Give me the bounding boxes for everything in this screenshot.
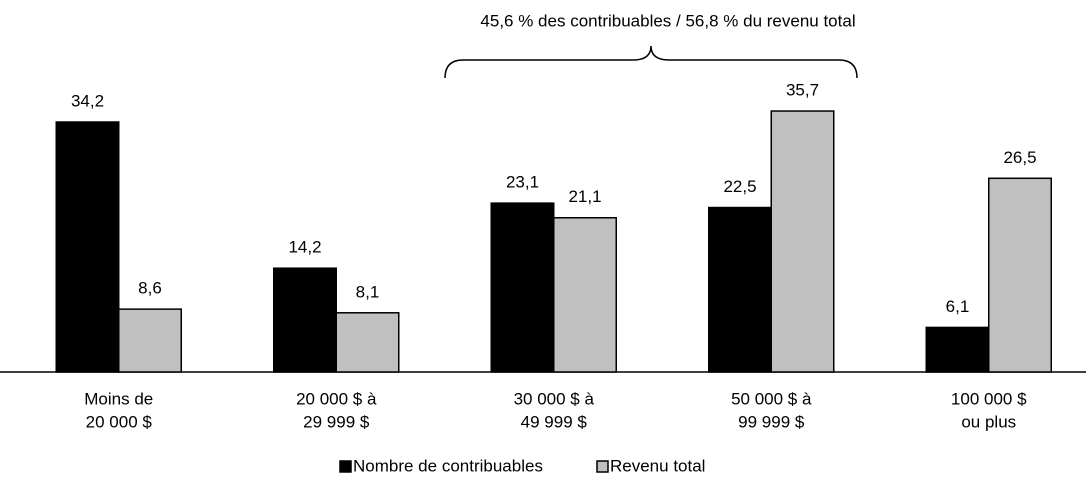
- x-tick-label: Moins de: [84, 389, 153, 408]
- legend-label: Revenu total: [610, 456, 705, 475]
- value-label: 8,6: [138, 279, 162, 298]
- value-label: 6,1: [946, 297, 970, 316]
- x-tick-label: 49 999 $: [521, 412, 588, 431]
- bar: [55, 121, 120, 373]
- value-label: 26,5: [1003, 148, 1036, 167]
- bar: [490, 202, 555, 373]
- bar: [770, 110, 835, 373]
- bar: [988, 177, 1052, 373]
- value-label: 34,2: [71, 91, 104, 110]
- brace: [444, 45, 858, 79]
- value-label: 35,7: [786, 81, 819, 100]
- x-tick-label: 20 000 $ à: [296, 389, 377, 408]
- x-tick-label: 100 000 $: [951, 389, 1027, 408]
- legend-swatch: [339, 460, 352, 473]
- value-label: 22,5: [723, 177, 756, 196]
- legend-swatch: [596, 460, 609, 473]
- x-tick-label: ou plus: [961, 412, 1016, 431]
- x-tick-label: 50 000 $ à: [731, 389, 812, 408]
- value-label: 8,1: [356, 282, 380, 301]
- value-label: 23,1: [506, 173, 539, 192]
- value-label: 21,1: [568, 187, 601, 206]
- x-tick-label: 30 000 $ à: [514, 389, 595, 408]
- bar: [335, 312, 400, 373]
- legend-label: Nombre de contribuables: [353, 456, 543, 475]
- bar: [708, 206, 772, 373]
- x-tick-label: 99 999 $: [738, 412, 805, 431]
- bar: [273, 267, 337, 373]
- bar: [925, 326, 990, 373]
- x-tick-label: 20 000 $: [86, 412, 153, 431]
- annotation: 45,6 % des contribuables / 56,8 % du rev…: [480, 11, 855, 30]
- x-tick-label: 29 999 $: [303, 412, 370, 431]
- bar: [118, 308, 182, 373]
- value-label: 14,2: [288, 238, 321, 257]
- bar: [553, 217, 617, 373]
